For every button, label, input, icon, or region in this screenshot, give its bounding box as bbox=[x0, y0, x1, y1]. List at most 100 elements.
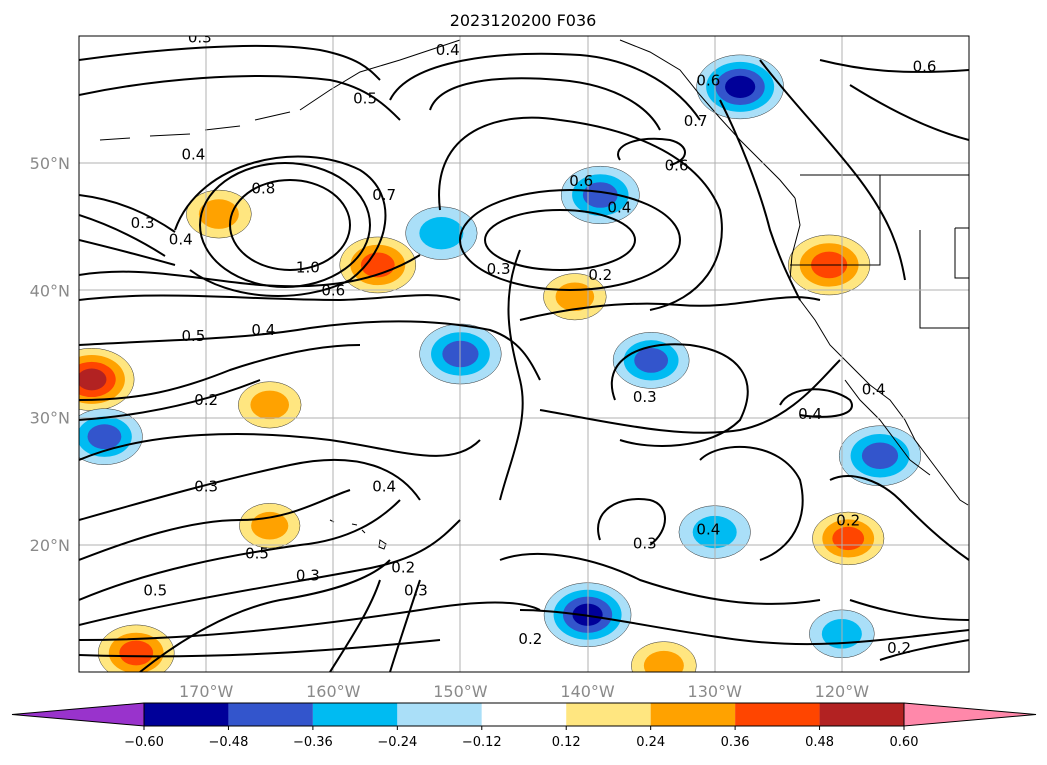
shaded-region bbox=[832, 526, 865, 551]
contour-line bbox=[329, 579, 381, 672]
contour-label: 0.3 bbox=[188, 28, 212, 46]
gridlines bbox=[79, 36, 969, 672]
contour-label: 0.5 bbox=[143, 582, 167, 600]
colorbar-tick-label: −0.36 bbox=[293, 735, 333, 750]
colorbar-tick-label: 0.48 bbox=[805, 735, 834, 750]
contour-label: 0.6 bbox=[665, 157, 689, 175]
contour-label: 0.5 bbox=[245, 545, 269, 563]
contour-line bbox=[79, 254, 421, 288]
shaded-region bbox=[634, 347, 669, 373]
contour-line bbox=[174, 155, 387, 298]
hawaii-islands bbox=[329, 519, 387, 550]
contour-line bbox=[79, 344, 361, 401]
y-tick-label: 30°N bbox=[30, 409, 70, 428]
colorbar-frame bbox=[143, 702, 905, 727]
colorbar-extend-low bbox=[11, 702, 145, 727]
contour-line bbox=[617, 137, 686, 166]
x-tick-label: 140°W bbox=[560, 682, 615, 701]
shaded-region bbox=[643, 650, 684, 672]
contour-label: 0.2 bbox=[588, 266, 612, 284]
contour-line bbox=[597, 498, 666, 546]
contour-label: 0.6 bbox=[321, 281, 345, 299]
shaded-region bbox=[119, 640, 154, 666]
shaded-region bbox=[582, 182, 618, 208]
contour-label: 0.3 bbox=[194, 477, 218, 495]
contour-line bbox=[519, 296, 821, 321]
contour-line bbox=[484, 209, 636, 271]
colorbar-tick-label: −0.48 bbox=[209, 735, 249, 750]
colorbar-bin bbox=[819, 703, 904, 726]
contour-label: 0.3 bbox=[404, 582, 428, 600]
colorbar-bin bbox=[566, 703, 651, 726]
contour-label: 0.2 bbox=[518, 630, 542, 648]
contour-line bbox=[79, 214, 166, 257]
contour-line bbox=[539, 359, 841, 434]
contour-label: 0.2 bbox=[194, 391, 218, 409]
colorbar-bin bbox=[312, 703, 398, 726]
contour-label: 0.4 bbox=[436, 41, 460, 59]
contour-label: 0.3 bbox=[633, 388, 657, 406]
contour-line bbox=[879, 639, 969, 661]
contour-label: 0.4 bbox=[696, 521, 720, 539]
shaded-region bbox=[419, 216, 464, 250]
contour-label: 0.6 bbox=[696, 72, 720, 90]
border-lines bbox=[790, 174, 969, 329]
shaded-anomaly-regions bbox=[79, 54, 922, 672]
y-tick-label: 50°N bbox=[30, 154, 70, 173]
x-tick-label: 130°W bbox=[688, 682, 743, 701]
contour-line bbox=[139, 559, 391, 672]
contour-label: 0.7 bbox=[372, 186, 396, 204]
contour-line bbox=[389, 579, 421, 672]
contour-labels: 0.30.40.50.40.8 0.70.30.41.00.60.5 0.40.20… bbox=[131, 28, 937, 657]
contour-line bbox=[719, 99, 801, 301]
x-tick-label: 120°W bbox=[815, 682, 870, 701]
contour-label: 0.2 bbox=[887, 639, 911, 657]
contour-line bbox=[229, 179, 351, 271]
contour-label: 0.4 bbox=[798, 405, 822, 423]
colorbar-tick-label: 0.36 bbox=[721, 735, 750, 750]
colorbar-bin bbox=[735, 703, 820, 726]
coastline-aleutians bbox=[99, 111, 291, 141]
contour-line bbox=[759, 59, 906, 281]
contour-label: 0.4 bbox=[607, 199, 631, 217]
y-axis-ticks: 50°N 40°N 30°N 20°N bbox=[30, 154, 70, 555]
x-tick-label: 170°W bbox=[179, 682, 234, 701]
shaded-region bbox=[251, 511, 289, 540]
colorbar-bin bbox=[650, 703, 736, 726]
contour-label: 0.3 bbox=[296, 566, 320, 584]
colorbar-bin bbox=[397, 703, 482, 726]
colorbar-tick-label: −0.60 bbox=[124, 735, 164, 750]
shaded-region bbox=[250, 390, 290, 420]
shaded-region bbox=[725, 75, 756, 98]
contour-line bbox=[779, 388, 853, 418]
colorbar-bin bbox=[144, 703, 229, 726]
contour-label: 0.3 bbox=[487, 260, 511, 278]
contour-label: 0.7 bbox=[684, 112, 708, 130]
contour-line bbox=[79, 519, 461, 626]
colorbar-extend-high bbox=[903, 702, 1037, 727]
contour-line bbox=[79, 194, 176, 233]
coastline-alaska bbox=[299, 39, 796, 199]
shaded-region bbox=[861, 442, 899, 470]
contour-label: 0.5 bbox=[353, 89, 377, 107]
contour-label: 0.2 bbox=[391, 559, 415, 577]
contour-label: 0.4 bbox=[862, 381, 886, 399]
contour-line bbox=[79, 433, 481, 461]
colorbar-tick-label: 0.60 bbox=[890, 735, 919, 750]
contour-line bbox=[519, 609, 969, 646]
shaded-region bbox=[198, 199, 239, 229]
contour-line bbox=[819, 59, 969, 73]
contour-label: 0.8 bbox=[251, 180, 275, 198]
x-axis-ticks: 170°W 160°W 150°W 140°W 130°W 120°W bbox=[179, 682, 869, 701]
contour-label: 1.0 bbox=[296, 259, 320, 277]
contour-line bbox=[499, 552, 821, 605]
contour-label: 0.2 bbox=[836, 512, 860, 530]
contours bbox=[79, 44, 969, 672]
contour-line bbox=[459, 189, 681, 291]
colorbar-tick-label: −0.24 bbox=[377, 735, 417, 750]
contour-line bbox=[79, 75, 401, 121]
colorbar-tick-label: −0.12 bbox=[462, 735, 502, 750]
contour-line bbox=[499, 249, 524, 501]
contour-line bbox=[429, 77, 661, 131]
contour-line bbox=[79, 499, 401, 601]
